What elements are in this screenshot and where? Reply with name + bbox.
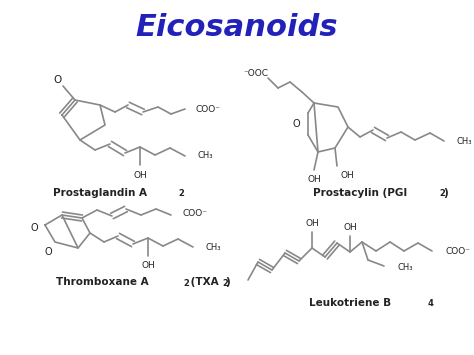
Text: 2: 2: [222, 279, 228, 288]
Text: O: O: [30, 223, 38, 233]
Text: 4: 4: [428, 300, 434, 308]
Text: OH: OH: [340, 171, 354, 180]
Text: COO⁻: COO⁻: [446, 246, 471, 256]
Text: CH₃: CH₃: [398, 263, 413, 273]
Text: OH: OH: [305, 219, 319, 229]
Text: (TXA: (TXA: [187, 277, 219, 287]
Text: CH₃: CH₃: [206, 242, 221, 251]
Text: OH: OH: [141, 262, 155, 271]
Text: CH₃: CH₃: [457, 137, 473, 146]
Text: ⁻OOC: ⁻OOC: [243, 69, 268, 77]
Text: 2: 2: [178, 190, 184, 198]
Text: OH: OH: [343, 224, 357, 233]
Text: OH: OH: [133, 170, 147, 180]
Text: Leukotriene B: Leukotriene B: [309, 298, 391, 308]
Text: O: O: [54, 75, 62, 85]
Text: Eicosanoids: Eicosanoids: [136, 13, 338, 43]
Text: COO⁻: COO⁻: [183, 208, 208, 218]
Text: O: O: [292, 119, 300, 129]
Text: ): ): [225, 277, 230, 287]
Text: ): ): [443, 188, 448, 198]
Text: Thromboxane A: Thromboxane A: [55, 277, 148, 287]
Text: O: O: [44, 247, 52, 257]
Text: OH: OH: [307, 175, 321, 185]
Text: Prostacylin (PGI: Prostacylin (PGI: [313, 188, 407, 198]
Text: 2: 2: [439, 190, 445, 198]
Text: Prostaglandin A: Prostaglandin A: [53, 188, 147, 198]
Text: COO⁻: COO⁻: [196, 104, 221, 114]
Text: CH₃: CH₃: [198, 152, 213, 160]
Text: 2: 2: [183, 279, 189, 288]
